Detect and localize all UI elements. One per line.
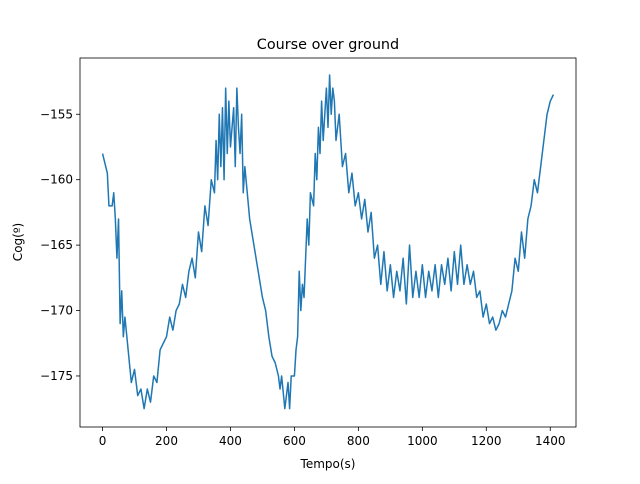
- x-axis-label: Tempo(s): [300, 457, 356, 471]
- x-tick-label: 0: [99, 434, 107, 448]
- y-tick-label: −170: [40, 304, 73, 318]
- y-tick-label: −155: [40, 107, 73, 121]
- data-line: [101, 74, 555, 410]
- x-tick-label: 800: [347, 434, 370, 448]
- plot-frame: [79, 57, 577, 428]
- y-tick-label: −160: [40, 173, 73, 187]
- x-tick-label: 200: [155, 434, 178, 448]
- x-tick-label: 600: [283, 434, 306, 448]
- x-tick-label: 1400: [535, 434, 566, 448]
- y-axis-label: Cog(º): [11, 223, 25, 261]
- x-tick-label: 400: [219, 434, 242, 448]
- x-tick-label: 1200: [471, 434, 502, 448]
- y-tick-label: −165: [40, 238, 73, 252]
- y-tick-label: −175: [40, 369, 73, 383]
- x-tick-label: 1000: [407, 434, 438, 448]
- chart-title: Course over ground: [257, 37, 399, 53]
